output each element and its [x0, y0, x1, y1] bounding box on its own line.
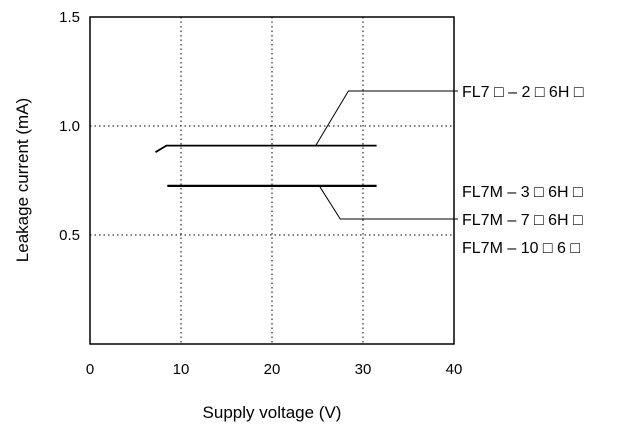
series-label: FL7M – 10 □ 6 □ [462, 240, 580, 257]
grid-lines [90, 17, 454, 344]
y-tick-label: 0.5 [59, 227, 80, 244]
x-tick-label: 20 [264, 361, 281, 378]
series-lines [155, 144, 377, 187]
leader-line [315, 90, 458, 146]
series-label: FL7M – 7 □ 6H □ [462, 212, 583, 229]
axis-ticks: 0 10 20 30 40 0.5 1.0 1.5 [59, 9, 462, 378]
series-label: FL7M – 3 □ 6H □ [462, 184, 583, 201]
y-tick-label: 1.0 [59, 118, 80, 135]
leader-lines [315, 90, 458, 220]
y-axis-title: Leakage current (mA) [13, 98, 32, 262]
plot-frame [89, 16, 455, 345]
x-tick-label: 10 [173, 361, 190, 378]
x-tick-label: 30 [355, 361, 372, 378]
leader-line [318, 185, 458, 220]
y-tick-label: 1.5 [59, 9, 80, 26]
x-tick-label: 40 [446, 361, 463, 378]
series-labels: FL7 □ – 2 □ 6H □ FL7M – 3 □ 6H □ FL7M – 7 … [462, 84, 584, 257]
series-label: FL7 □ – 2 □ 6H □ [462, 84, 584, 101]
series-line [155, 144, 377, 153]
x-tick-label: 0 [86, 361, 94, 378]
x-axis-title: Supply voltage (V) [203, 403, 342, 422]
